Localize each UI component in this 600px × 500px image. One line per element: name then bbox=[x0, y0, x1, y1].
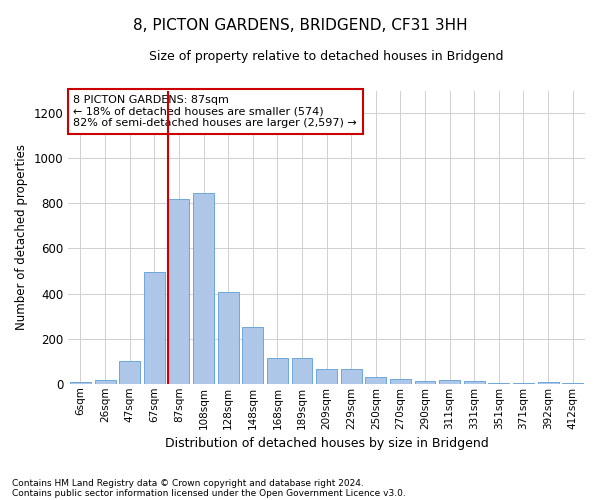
Bar bbox=[193, 193, 214, 384]
Bar bbox=[70, 382, 91, 384]
Bar bbox=[562, 382, 583, 384]
Bar bbox=[316, 369, 337, 384]
Bar bbox=[513, 382, 534, 384]
Bar bbox=[415, 381, 436, 384]
Y-axis label: Number of detached properties: Number of detached properties bbox=[15, 144, 28, 330]
Bar bbox=[144, 272, 165, 384]
Bar bbox=[390, 379, 411, 384]
Bar bbox=[267, 358, 288, 384]
Bar bbox=[538, 382, 559, 384]
Bar bbox=[119, 361, 140, 384]
Bar bbox=[242, 328, 263, 384]
X-axis label: Distribution of detached houses by size in Bridgend: Distribution of detached houses by size … bbox=[165, 437, 488, 450]
Text: Contains public sector information licensed under the Open Government Licence v3: Contains public sector information licen… bbox=[12, 488, 406, 498]
Bar bbox=[218, 292, 239, 384]
Bar bbox=[464, 381, 485, 384]
Bar bbox=[95, 380, 116, 384]
Bar bbox=[365, 377, 386, 384]
Text: 8 PICTON GARDENS: 87sqm
← 18% of detached houses are smaller (574)
82% of semi-d: 8 PICTON GARDENS: 87sqm ← 18% of detache… bbox=[73, 95, 357, 128]
Bar bbox=[292, 358, 313, 384]
Bar bbox=[488, 382, 509, 384]
Bar bbox=[439, 380, 460, 384]
Bar bbox=[169, 199, 190, 384]
Bar bbox=[341, 369, 362, 384]
Text: Contains HM Land Registry data © Crown copyright and database right 2024.: Contains HM Land Registry data © Crown c… bbox=[12, 478, 364, 488]
Title: Size of property relative to detached houses in Bridgend: Size of property relative to detached ho… bbox=[149, 50, 504, 63]
Text: 8, PICTON GARDENS, BRIDGEND, CF31 3HH: 8, PICTON GARDENS, BRIDGEND, CF31 3HH bbox=[133, 18, 467, 32]
